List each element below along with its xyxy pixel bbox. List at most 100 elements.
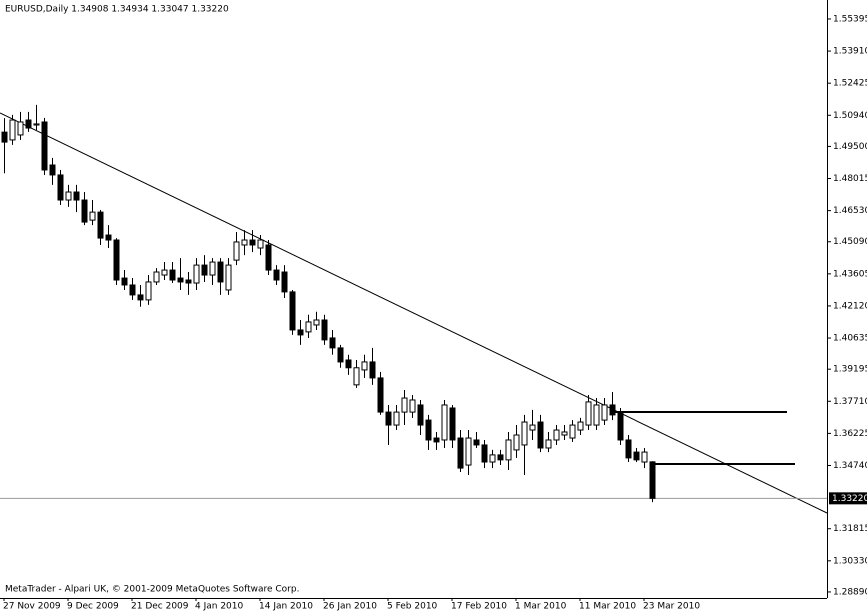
candle-body — [593, 404, 600, 426]
candle-body — [441, 404, 448, 441]
y-tick-label: 1.48015 — [833, 174, 867, 184]
candle-body — [49, 164, 56, 176]
candle-body — [273, 269, 280, 281]
y-tick-label: 1.34740 — [833, 461, 867, 471]
candle-body — [353, 367, 360, 386]
x-tick-label: 9 Dec 2009 — [67, 602, 119, 612]
candle-body — [97, 211, 104, 239]
footer: MetaTrader - Alpari UK, © 2001-2009 Meta… — [5, 585, 299, 595]
candle-body — [377, 377, 384, 413]
candle-body — [153, 271, 160, 283]
y-tick-label: 1.37710 — [833, 397, 867, 407]
candle-body — [649, 461, 656, 499]
y-tick-label: 1.40635 — [833, 334, 867, 344]
candle-body — [105, 234, 112, 241]
candle-body — [257, 239, 264, 249]
candle-body — [201, 264, 208, 276]
candle-body — [73, 191, 80, 201]
y-tick-label: 1.52425 — [833, 79, 867, 89]
trendline — [0, 112, 828, 514]
candle-body — [393, 411, 400, 426]
y-tick-label: 1.28890 — [833, 587, 867, 597]
candle-body — [425, 419, 432, 441]
candle-body — [265, 244, 272, 271]
candle-body — [345, 359, 352, 369]
candle-body — [225, 264, 232, 291]
candle-body — [57, 174, 64, 201]
candle-body — [185, 279, 192, 284]
candle-body — [369, 361, 376, 379]
x-tick-label: 26 Jan 2010 — [323, 602, 377, 612]
y-tick-label: 1.53910 — [833, 47, 867, 57]
y-tick-label: 1.36225 — [833, 429, 867, 439]
candle-body — [305, 321, 312, 333]
candle-body — [41, 121, 48, 171]
y-tick-label: 1.31815 — [833, 524, 867, 534]
candle-body — [545, 439, 552, 449]
candle-body — [537, 421, 544, 449]
candle-body — [217, 261, 224, 283]
y-tick-label: 1.45090 — [833, 237, 867, 247]
candle-body — [337, 347, 344, 363]
y-tick-label: 1.50940 — [833, 111, 867, 121]
candle-body — [193, 264, 200, 284]
x-tick-label: 11 Mar 2010 — [579, 602, 636, 612]
y-tick-label: 1.42120 — [833, 301, 867, 311]
candle-body — [241, 239, 248, 246]
candle-body — [137, 294, 144, 301]
candle-body — [489, 454, 496, 463]
candle-body — [9, 119, 16, 141]
candle-body — [129, 284, 136, 296]
candle-body — [569, 424, 576, 439]
candle-body — [321, 319, 328, 341]
candle-body — [409, 399, 416, 413]
candle-body — [81, 199, 88, 223]
candle-body — [281, 271, 288, 293]
candle-body — [457, 437, 464, 469]
candle-body — [513, 434, 520, 451]
y-tick-label: 1.46530 — [833, 206, 867, 216]
candle-body — [1, 131, 8, 143]
y-tick-label: 1.55395 — [833, 14, 867, 24]
candle-body — [601, 404, 608, 421]
candle-body — [609, 404, 616, 416]
candle-body — [233, 241, 240, 261]
candle-body — [497, 454, 504, 461]
candle-body — [329, 337, 336, 349]
candle-body — [449, 407, 456, 441]
candle-body — [209, 261, 216, 276]
candle-body — [289, 291, 296, 331]
candle-body — [385, 411, 392, 426]
candle-body — [17, 121, 24, 136]
x-tick-label: 5 Feb 2010 — [387, 602, 438, 612]
candle-body — [113, 239, 120, 281]
candle-body — [505, 439, 512, 461]
x-tick-label: 14 Jan 2010 — [259, 602, 313, 612]
candle-body — [361, 361, 368, 371]
candle-body — [633, 451, 640, 461]
candle-body — [481, 444, 488, 463]
x-tick-label: 23 Mar 2010 — [643, 602, 700, 612]
candle-body — [249, 239, 256, 246]
candle-body — [169, 269, 176, 281]
candle-body — [65, 191, 72, 201]
x-tick-label: 17 Feb 2010 — [451, 602, 507, 612]
y-tick-label: 1.43605 — [833, 269, 867, 279]
candle-body — [641, 451, 648, 463]
candle-body — [521, 421, 528, 446]
x-tick-label: 1 Mar 2010 — [515, 602, 567, 612]
y-tick-label: 1.49500 — [833, 142, 867, 152]
candle-body — [561, 431, 568, 436]
y-tick-label: 1.30330 — [833, 556, 867, 566]
candle-body — [89, 211, 96, 221]
current-price-label: 1.33220 — [832, 494, 867, 504]
chart-title: EURUSD,Daily 1.34908 1.34934 1.33047 1.3… — [5, 5, 229, 15]
candle-body — [313, 319, 320, 326]
candle-body — [577, 421, 584, 431]
candle-body — [25, 119, 32, 129]
candle-body — [161, 269, 168, 276]
candle-body — [585, 401, 592, 426]
x-tick-label: 4 Jan 2010 — [195, 602, 243, 612]
